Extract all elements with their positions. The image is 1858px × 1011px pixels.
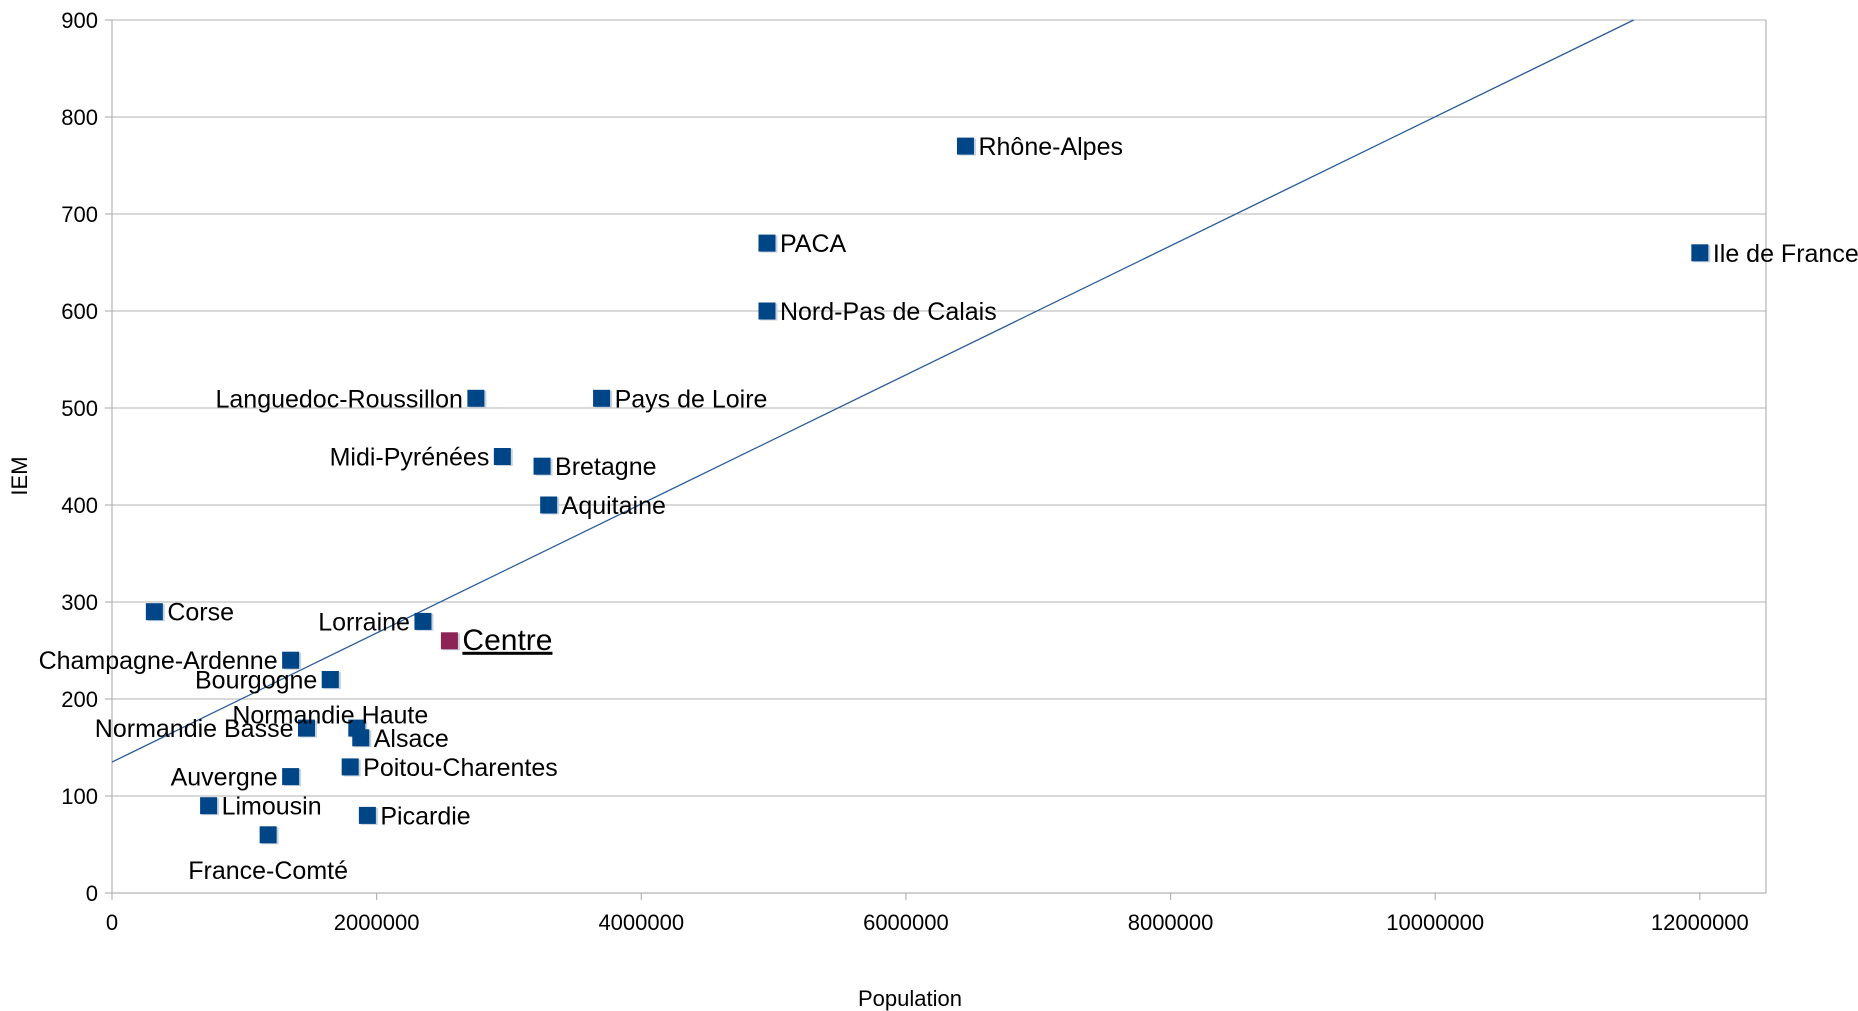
data-point <box>321 671 339 689</box>
y-tick-label: 0 <box>86 881 98 906</box>
data-point <box>758 234 776 252</box>
x-tick-label: 4000000 <box>598 910 684 935</box>
data-point <box>358 806 376 824</box>
data-point <box>145 603 163 621</box>
y-axis-title: IEM <box>7 456 32 495</box>
data-point <box>758 302 776 320</box>
data-point <box>1691 244 1709 262</box>
y-tick-label: 200 <box>61 687 98 712</box>
point-label: Languedoc-Roussillon <box>215 385 462 413</box>
point-label: Limousin <box>222 793 322 821</box>
data-point <box>956 137 974 155</box>
point-labels: Ile de France Rhône-Alpes PACA Nord-Pas de … <box>39 133 1858 885</box>
data-point <box>259 826 277 844</box>
point-label: PACA <box>780 230 847 258</box>
point-label: Centre <box>462 624 552 657</box>
y-tick-label: 800 <box>61 105 98 130</box>
data-point <box>298 719 316 737</box>
data-point <box>440 632 458 650</box>
y-tick-label: 600 <box>61 299 98 324</box>
point-label: Auvergne <box>171 764 278 792</box>
data-point <box>352 729 370 747</box>
point-label: Poitou-Charentes <box>363 754 558 782</box>
x-tick-label: 6000000 <box>863 910 949 935</box>
point-label: Bourgogne <box>195 667 317 695</box>
point-label: Picardie <box>380 802 470 830</box>
data-point <box>540 496 558 514</box>
y-tick-label: 100 <box>61 784 98 809</box>
data-point <box>467 389 485 407</box>
y-tick-label: 400 <box>61 493 98 518</box>
y-tick-label: 500 <box>61 396 98 421</box>
point-label: Rhône-Alpes <box>978 133 1123 161</box>
point-label: Corse <box>167 599 234 627</box>
point-label: France-Comté <box>188 857 348 885</box>
axes: 0 100 200 300 400 500 600 700 800 900 0 2000000 4000… <box>61 8 1767 935</box>
data-point <box>200 797 218 815</box>
data-points <box>145 137 1711 845</box>
data-point <box>282 651 300 669</box>
point-label: Champagne-Ardenne <box>39 647 278 675</box>
x-tick-label: 12000000 <box>1651 910 1749 935</box>
y-tick-label: 700 <box>61 202 98 227</box>
y-tick-label: 900 <box>61 8 98 33</box>
data-point <box>282 768 300 786</box>
data-point <box>593 389 611 407</box>
point-label: Ile de France <box>1713 240 1858 268</box>
data-point <box>493 448 511 465</box>
point-label: Normandie Basse <box>95 715 294 743</box>
point-label: Pays de Loire <box>615 385 768 413</box>
data-point <box>341 758 359 776</box>
trendline-line <box>111 19 1634 763</box>
point-label: Alsace <box>374 725 449 753</box>
point-label: Nord-Pas de Calais <box>780 298 997 326</box>
point-label: Midi-Pyrénées <box>330 444 490 472</box>
x-tick-label: 10000000 <box>1386 910 1484 935</box>
x-axis-title: Population <box>858 986 962 1011</box>
point-label: Normandie Haute <box>232 702 428 730</box>
grid-lines <box>112 19 1766 894</box>
point-label: Aquitaine <box>562 492 666 520</box>
y-tick-label: 300 <box>61 590 98 615</box>
point-label: Bretagne <box>555 453 656 481</box>
x-tick-label: 0 <box>106 910 118 935</box>
trendline <box>111 19 1634 763</box>
data-point <box>533 457 551 475</box>
data-point <box>414 612 432 630</box>
x-tick-label: 2000000 <box>334 910 420 935</box>
x-tick-label: 8000000 <box>1128 910 1214 935</box>
point-label: Lorraine <box>318 608 410 636</box>
